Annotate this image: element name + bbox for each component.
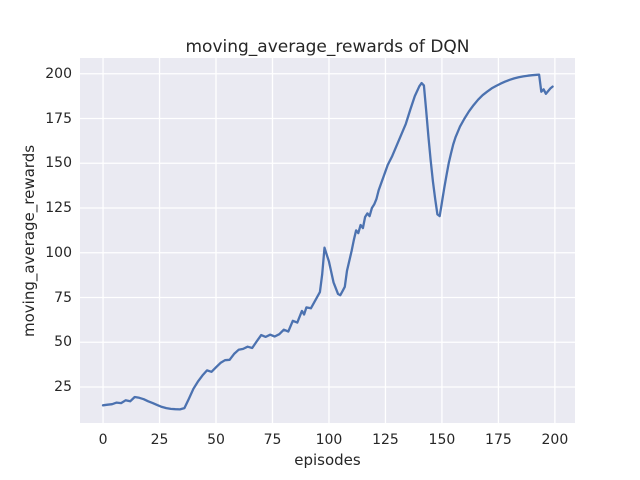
x-tick-label: 75 (263, 432, 282, 448)
x-tick-label: 175 (485, 432, 512, 448)
x-tick-label: 125 (372, 432, 399, 448)
x-tick-label: 50 (207, 432, 225, 448)
y-tick-label: 50 (54, 334, 72, 351)
y-tick-label: 150 (45, 155, 72, 172)
reward-line-series (101, 73, 554, 411)
x-tick-label: 25 (150, 432, 169, 448)
chart-title: moving_average_rewards of DQN (185, 37, 470, 57)
y-tick-label: 200 (45, 65, 72, 82)
y-tick-label: 75 (54, 289, 72, 306)
x-tick-label: 0 (98, 432, 108, 448)
x-tick-label: 150 (428, 432, 456, 448)
y-tick-label: 125 (45, 200, 72, 216)
x-axis-label: episodes (294, 451, 361, 469)
y-tick-label: 25 (54, 379, 72, 396)
x-tick-label: 100 (315, 432, 343, 448)
y-tick-label: 100 (45, 244, 72, 261)
plot-area (80, 58, 575, 423)
y-tick-label: 175 (45, 110, 72, 127)
x-tick-label: 200 (541, 432, 569, 448)
